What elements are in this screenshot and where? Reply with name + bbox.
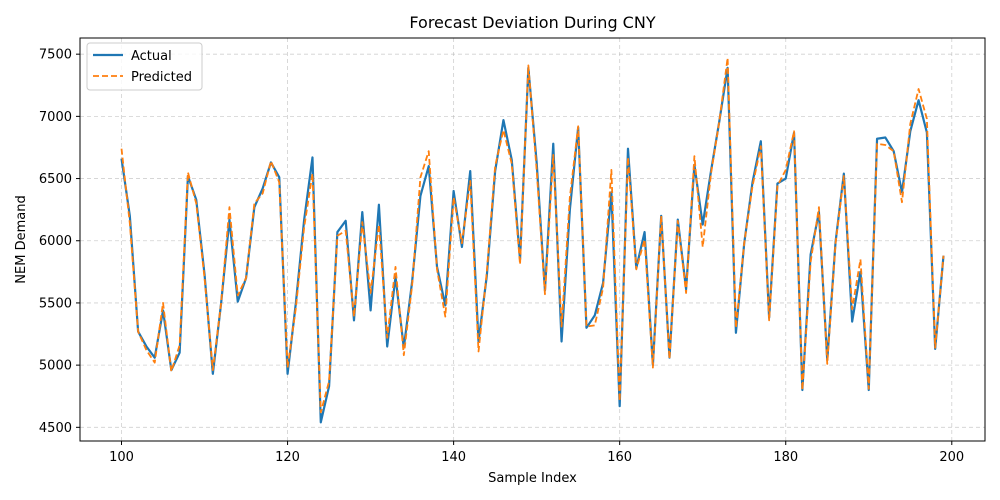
y-tick-label: 7500 xyxy=(39,48,72,63)
axis-ticks: 100 120 140 160 180 200 4500 5000 5500 6000 6500 70… xyxy=(39,48,964,465)
y-axis-title: NEM Demand xyxy=(14,195,29,283)
x-tick-label: 140 xyxy=(441,450,466,465)
y-tick-label: 6500 xyxy=(39,172,72,187)
plot-frame xyxy=(79,37,986,442)
x-axis-title: Sample Index xyxy=(488,471,577,486)
series-line-predicted xyxy=(120,57,945,414)
legend: Actual Predicted xyxy=(86,42,203,91)
x-tick-label: 180 xyxy=(773,450,798,465)
y-tick-label: 5500 xyxy=(39,296,72,311)
series-lines xyxy=(120,57,945,424)
y-tick-label: 4500 xyxy=(39,421,72,436)
x-tick-label: 200 xyxy=(939,450,964,465)
legend-label-predicted: Predicted xyxy=(131,70,192,85)
chart-title: Forecast Deviation During CNY xyxy=(409,13,655,32)
y-tick-label: 5000 xyxy=(39,359,72,374)
y-tick-label: 7000 xyxy=(39,110,72,125)
x-tick-label: 100 xyxy=(109,450,134,465)
x-tick-label: 160 xyxy=(607,450,632,465)
x-tick-label: 120 xyxy=(275,450,300,465)
legend-label-actual: Actual xyxy=(131,49,172,64)
y-tick-label: 6000 xyxy=(39,234,72,249)
